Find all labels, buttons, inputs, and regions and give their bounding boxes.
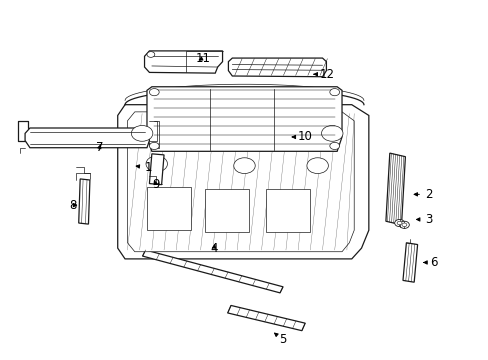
Polygon shape: [118, 105, 368, 259]
Text: 4: 4: [210, 242, 218, 255]
Polygon shape: [25, 128, 149, 148]
Polygon shape: [127, 112, 353, 252]
Polygon shape: [79, 179, 90, 224]
Circle shape: [399, 221, 408, 228]
Circle shape: [321, 126, 342, 141]
Text: 12: 12: [313, 68, 334, 81]
Polygon shape: [385, 153, 405, 225]
Polygon shape: [147, 87, 341, 151]
Circle shape: [401, 223, 406, 226]
Text: 6: 6: [423, 256, 436, 269]
Bar: [266, 189, 310, 232]
Circle shape: [131, 126, 153, 141]
Polygon shape: [144, 51, 222, 73]
Polygon shape: [149, 154, 163, 185]
Circle shape: [149, 89, 159, 96]
Circle shape: [147, 51, 155, 57]
Circle shape: [149, 142, 159, 149]
Circle shape: [146, 156, 167, 172]
Text: 5: 5: [274, 333, 285, 346]
Circle shape: [329, 142, 339, 149]
Polygon shape: [402, 243, 417, 282]
Bar: [205, 189, 249, 232]
Text: 8: 8: [69, 199, 77, 212]
Circle shape: [394, 220, 404, 226]
Circle shape: [233, 158, 255, 174]
Polygon shape: [227, 305, 305, 331]
Text: 7: 7: [96, 141, 103, 154]
Polygon shape: [142, 250, 283, 293]
Circle shape: [396, 221, 401, 225]
Circle shape: [329, 89, 339, 96]
Text: 1: 1: [136, 161, 152, 174]
Text: 3: 3: [416, 213, 431, 226]
Circle shape: [306, 158, 328, 174]
Text: 11: 11: [195, 51, 210, 64]
Text: 2: 2: [413, 188, 431, 201]
Bar: [147, 187, 190, 230]
Text: 9: 9: [152, 178, 159, 191]
Text: 10: 10: [291, 130, 312, 144]
Polygon shape: [228, 58, 326, 77]
